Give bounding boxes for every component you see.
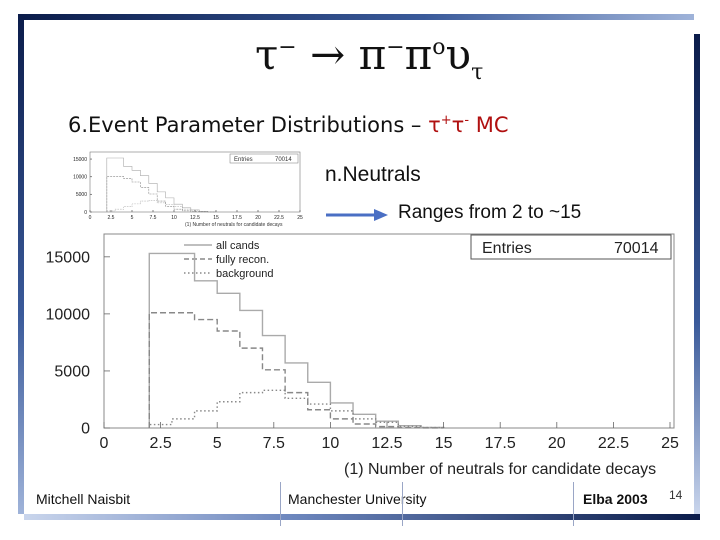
main-series-dotted (148, 389, 445, 429)
frame-right-bar (694, 34, 700, 514)
main-xtick-label: 2.5 (149, 435, 171, 452)
thumb-entries-value: 70014 (275, 157, 292, 163)
legend-item-all: all cands (216, 240, 260, 252)
main-ytick-label: 10000 (46, 306, 91, 323)
title-nu-sub: τ (471, 60, 484, 85)
main-xtick-label: 22.5 (598, 435, 629, 452)
title-pi2: π (404, 30, 433, 79)
thumb-xtick-label: 15 (213, 215, 219, 221)
title-tau: τ (255, 30, 279, 79)
main-xtick-label: 7.5 (263, 435, 285, 452)
entries-value: 70014 (614, 240, 659, 257)
main-plot-frame (103, 233, 675, 429)
footer-author: Mitchell Naisbit (36, 491, 131, 507)
title-pi2-sup: o (432, 35, 446, 60)
thumb-xtick-label: 10 (171, 215, 177, 221)
thumb-ytick-label: 0 (84, 210, 87, 216)
thumb-xtick-label: 12.5 (190, 215, 200, 221)
thumb-xtick-label: 7.5 (150, 215, 157, 221)
thumbnail-histogram: Entries 70014 (1) Number of neutrals for… (73, 151, 303, 228)
main-xtick-label: 25 (661, 435, 679, 452)
thumb-series-dotted (106, 200, 217, 213)
heading-tau1: τ (428, 113, 441, 137)
thumb-entries-box (229, 153, 299, 164)
main-xtick-label: 10 (322, 435, 340, 452)
thumb-series-dashed (106, 176, 217, 213)
thumb-ytick-label: 5000 (76, 192, 87, 198)
heading-tau2: τ (451, 113, 465, 137)
main-ytick-label: 5000 (54, 364, 90, 381)
thumb-xtick-label: 22.5 (274, 215, 284, 221)
thumb-xtick-label: 17.5 (232, 215, 242, 221)
thumb-xtick-label: 0 (89, 215, 92, 221)
heading-tau2-sup: - (464, 113, 470, 128)
main-histogram: Entries 70014 all cands fully recon. bac… (46, 233, 679, 478)
page-number: 14 (669, 488, 683, 502)
thumb-xtick-label: 25 (297, 215, 303, 221)
thumb-entries-label: Entries (234, 157, 253, 163)
footer-institution: Manchester University (288, 491, 427, 507)
title-pi1-sup: − (386, 35, 405, 60)
main-ytick-label: 15000 (46, 249, 91, 266)
section-heading: 6.Event Parameter Distributions – τ+τ- M… (68, 113, 509, 137)
main-xtick-label: 15 (435, 435, 453, 452)
entries-label: Entries (482, 240, 532, 257)
frame-top-bar (18, 14, 694, 20)
range-note: Ranges from 2 to ~15 (398, 202, 582, 223)
title-nu: υ (445, 30, 472, 79)
thumb-xtick-label: 20 (255, 215, 261, 221)
main-xtick-label: 20 (548, 435, 566, 452)
thumb-xaxis-title: (1) Number of neutrals for candidate dec… (185, 222, 283, 228)
variable-name: n.Neutrals (325, 163, 421, 186)
footer-event: Elba 2003 (583, 491, 648, 507)
heading-tau1-sup: + (440, 113, 452, 128)
slide-title: τ− → π−πoυτ (255, 30, 515, 90)
legend: all cands fully recon. background (184, 240, 274, 280)
thumb-series-solid (106, 157, 217, 213)
legend-item-bkg: background (216, 268, 274, 280)
footer-separator-left (280, 482, 281, 526)
right-arrow-icon (326, 209, 388, 221)
frame-left-bar (18, 14, 24, 514)
main-xtick-label: 0 (100, 435, 109, 452)
xaxis-title: (1) Number of neutrals for candidate dec… (344, 461, 656, 478)
footer-separator-mid (402, 482, 403, 526)
title-arrow: → (310, 30, 346, 79)
heading-text: 6.Event Parameter Distributions – (68, 113, 429, 137)
legend-item-recon: fully recon. (216, 254, 269, 266)
footer-separator-right (573, 482, 574, 526)
title-pi1: π (358, 30, 387, 79)
heading-mc: MC (469, 113, 509, 137)
entries-box (470, 234, 672, 260)
main-xtick-label: 12.5 (371, 435, 402, 452)
thumb-ytick-label: 10000 (73, 174, 87, 180)
thumb-ytick-label: 15000 (73, 157, 87, 163)
main-series-dashed (148, 312, 445, 429)
frame-bottom-bar (24, 514, 700, 520)
main-xtick-label: 5 (213, 435, 222, 452)
heading-tau: τ+τ- MC (428, 113, 508, 137)
main-xtick-label: 17.5 (485, 435, 516, 452)
title-tau-sup: − (278, 35, 297, 60)
main-ytick-label: 0 (81, 421, 90, 438)
thumb-xtick-label: 5 (131, 215, 134, 221)
thumb-xtick-label: 2.5 (108, 215, 115, 221)
